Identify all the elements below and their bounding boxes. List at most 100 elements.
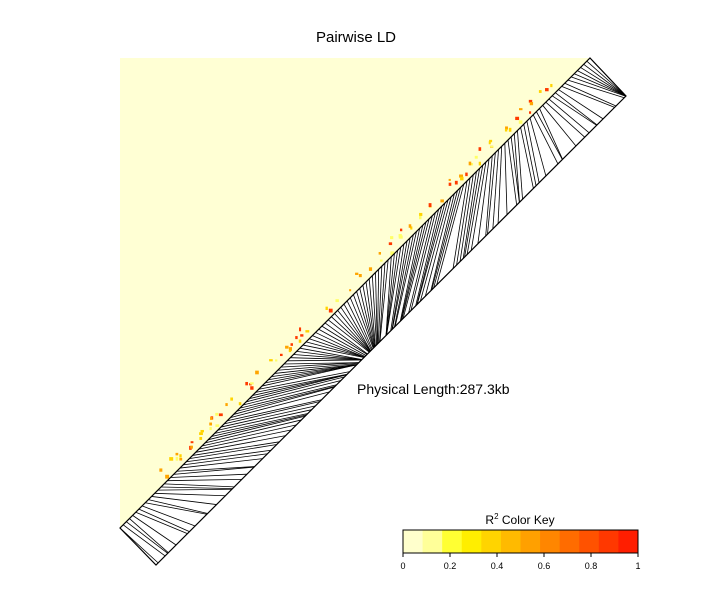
ld-patch — [478, 161, 481, 166]
snp-line — [132, 515, 177, 546]
color-key-cell — [442, 530, 463, 553]
snp-line — [176, 466, 255, 472]
ld-patch — [518, 120, 523, 124]
snp-line — [233, 386, 335, 415]
snp-line — [436, 184, 465, 286]
color-key-cell — [618, 530, 639, 553]
ld-patch — [209, 427, 212, 431]
color-key-cell — [422, 530, 443, 553]
snp-line — [334, 313, 371, 352]
ld-patch — [279, 353, 283, 357]
snp-line — [230, 391, 330, 418]
ld-patch — [408, 224, 412, 228]
snp-line — [356, 291, 375, 348]
snp-line — [580, 67, 627, 97]
snp-line — [371, 275, 377, 345]
ld-patch — [175, 452, 179, 456]
color-key-tick-label: 0.4 — [491, 561, 504, 571]
ld-patch — [368, 267, 373, 271]
ld-patch — [300, 334, 304, 337]
snp-line — [477, 158, 490, 244]
color-key-axis: 0 0.2 0.4 0.6 0.8 1 — [400, 553, 641, 571]
snp-line — [431, 190, 458, 290]
snp-line — [542, 105, 577, 147]
ld-patch — [440, 199, 444, 203]
ld-patch — [468, 161, 472, 166]
color-key-border — [402, 529, 639, 554]
snp-line — [548, 98, 590, 134]
ld-patch — [419, 212, 423, 216]
snp-line — [220, 405, 316, 428]
snp-line — [195, 435, 286, 453]
ld-patch — [288, 347, 292, 351]
snp-line — [284, 362, 359, 365]
ld-patch — [199, 432, 203, 436]
snp-line — [249, 374, 347, 400]
ld-patch — [295, 336, 298, 340]
ld-patch — [398, 234, 402, 238]
snp-line — [424, 196, 452, 297]
snp-line — [164, 483, 235, 488]
ld-patch — [290, 343, 293, 346]
snp-line — [497, 146, 503, 224]
snp-line — [574, 73, 627, 97]
snp-line — [390, 244, 405, 331]
snp-line — [154, 492, 226, 497]
snp-line — [561, 86, 615, 108]
snp-line — [192, 441, 280, 456]
color-key-cell — [598, 530, 619, 553]
snp-line — [464, 168, 480, 258]
snp-line — [205, 419, 302, 444]
snp-line — [368, 278, 376, 347]
snp-line — [287, 359, 362, 362]
color-key-cell — [403, 530, 424, 553]
ld-patch — [325, 306, 328, 311]
snp-line — [126, 521, 168, 554]
snp-line — [402, 218, 430, 319]
ld-patch — [545, 88, 549, 92]
snp-line — [529, 117, 547, 177]
snp-line — [258, 371, 350, 390]
ld-patch — [505, 126, 508, 130]
ld-patch — [448, 178, 451, 181]
snp-line — [353, 294, 374, 349]
snp-line — [141, 505, 196, 527]
snp-line — [290, 357, 362, 361]
snp-line — [160, 486, 233, 490]
snp-line — [539, 108, 563, 160]
color-key-cell — [461, 530, 482, 553]
snp-line — [379, 263, 386, 343]
snp-line — [532, 114, 559, 165]
ld-patch — [379, 259, 383, 262]
ld-patch — [245, 381, 248, 386]
snp-line — [183, 453, 268, 466]
color-key: R2 Color Key 0 0.2 0.4 0.6 0.8 1 — [400, 512, 640, 571]
snp-line — [507, 139, 518, 206]
snp-line — [252, 374, 347, 396]
snp-line — [362, 285, 375, 348]
snp-line — [349, 297, 373, 350]
snp-line — [280, 362, 359, 368]
color-key-tick-label: 0.6 — [538, 561, 551, 571]
color-key-tick-label: 0 — [400, 561, 405, 571]
snp-line — [135, 511, 188, 535]
snp-line — [523, 124, 537, 186]
snp-line — [293, 354, 362, 361]
snp-line — [208, 415, 306, 441]
snp-line — [570, 76, 626, 97]
snp-line — [586, 60, 627, 97]
color-key-cell — [579, 530, 600, 553]
snp-line — [430, 193, 455, 291]
snp-line — [577, 70, 627, 97]
ld-patch — [474, 155, 478, 159]
ld-patch — [390, 251, 395, 256]
snp-line — [513, 133, 520, 203]
snp-line — [415, 209, 439, 306]
ld-patch — [390, 236, 394, 240]
ld-patch — [529, 102, 534, 106]
snp-line — [129, 518, 169, 553]
snp-line — [452, 180, 468, 269]
color-key-title: R2 Color Key — [485, 512, 554, 527]
snp-line — [564, 82, 617, 107]
snp-line — [536, 111, 563, 160]
